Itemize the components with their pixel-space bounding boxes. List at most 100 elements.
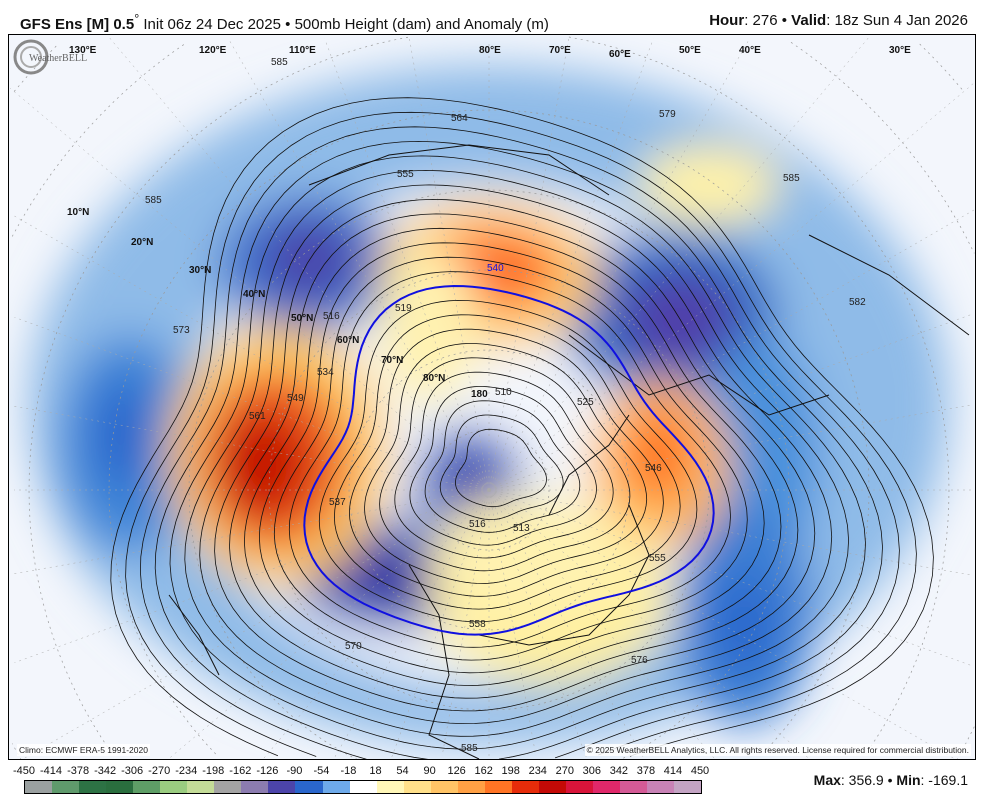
colorbar-label: 18 (369, 765, 382, 777)
colorbar-label: 414 (663, 765, 683, 777)
colorbar-label: 234 (528, 765, 547, 777)
height-contour (379, 357, 631, 572)
colorbar-label: -126 (256, 765, 279, 777)
height-contour (424, 400, 581, 533)
colorbar-swatch (565, 781, 593, 793)
anomaly-blob (714, 575, 774, 675)
longitude-line (14, 317, 490, 491)
coastline (808, 234, 970, 336)
lat-lon-grid (10, 36, 975, 759)
longitude-line (488, 489, 645, 759)
colorbar-swatch (647, 781, 675, 793)
height-contour (273, 256, 748, 661)
longitude-label: 80°E (479, 45, 501, 56)
anomaly-blob (444, 450, 494, 510)
latitude-label: 10°N (67, 207, 89, 218)
contour-label: 540 (487, 263, 504, 274)
contour-label: 513 (513, 523, 530, 534)
colorbar-swatch (52, 781, 80, 793)
longitude-label: 60°E (609, 49, 631, 60)
contour-label: 582 (849, 297, 866, 308)
colorbar-label: -198 (202, 765, 225, 777)
height-contour (258, 242, 765, 674)
height-contour (125, 111, 917, 757)
valid-value: 18z Sun 4 Jan 2026 (834, 12, 968, 29)
contour-label: 519 (395, 303, 412, 314)
logo-text: WeatherBELL (29, 53, 87, 64)
colorbar-swatch (376, 781, 404, 793)
longitude-label: 40°E (739, 45, 761, 56)
height-contour (154, 140, 883, 759)
anomaly-blob (334, 550, 444, 610)
copyright-notice: © 2025 WeatherBELL Analytics, LLC. All r… (584, 744, 971, 756)
height-contour (348, 328, 664, 597)
colorbar-swatch (214, 781, 242, 793)
latitude-label: 40°N (243, 289, 265, 300)
weatherbell-logo: WeatherBELL (13, 39, 87, 75)
colorbar-swatch (484, 781, 512, 793)
colorbar-label: -162 (229, 765, 252, 777)
contour-label: 585 (271, 57, 288, 68)
colorbar-label: -414 (40, 765, 63, 777)
longitude-label: 180 (471, 389, 488, 400)
anomaly-blob (94, 380, 154, 490)
contour-label: 570 (345, 641, 362, 652)
longitude-line (488, 39, 750, 491)
colorbar-label: 198 (501, 765, 520, 777)
colorbar-label: 342 (609, 765, 629, 777)
colorbar-label: 90 (423, 765, 436, 777)
longitude-line (228, 39, 490, 491)
contour-label: 558 (469, 619, 486, 630)
colorbar-label: 270 (555, 765, 574, 777)
colorbar-label: 450 (690, 765, 710, 777)
max-min-readout: Max: 356.9 • Min: -169.1 (813, 772, 968, 788)
height-contour (229, 213, 799, 699)
height-contour (184, 169, 850, 737)
contour-label: 585 (145, 195, 162, 206)
height-contour (243, 227, 782, 686)
weather-map: 10°N 20°N 30°N 40°N 50°N 60°N 70°N 80°N 130°E 120… (8, 34, 976, 760)
longitude-line (168, 489, 490, 759)
map-title: GFS Ens [M] 0.5° Init 06z 24 Dec 2025 • … (20, 12, 549, 33)
longitude-line (488, 489, 972, 576)
colorbar-swatch (592, 781, 621, 793)
colorbar-label: -306 (121, 765, 144, 777)
colorbar-swatch (430, 781, 458, 793)
height-contour (214, 198, 816, 712)
contour-label: 537 (329, 497, 346, 508)
separator: • (781, 12, 787, 29)
colorbar-label: -450 (12, 765, 36, 777)
height-contour (139, 126, 900, 759)
colorbar-label: -234 (175, 765, 198, 777)
valid-time: Hour: 276 • Valid: 18z Sun 4 Jan 2026 (709, 12, 968, 29)
longitude-line (10, 88, 490, 491)
longitude-line (12, 214, 490, 491)
longitude-line (488, 489, 715, 759)
contour-label: 579 (659, 109, 676, 120)
colorbar-label: 378 (636, 765, 656, 777)
anomaly-blob (639, 145, 779, 225)
coastline (168, 594, 220, 676)
latitude-label: 30°N (189, 265, 211, 276)
colorbar-swatch (106, 781, 134, 793)
longitude-label: 70°E (549, 45, 571, 56)
contour-label: 585 (783, 173, 800, 184)
height-contour (318, 299, 698, 623)
contour-label: 564 (451, 113, 468, 124)
longitude-line (488, 489, 810, 759)
colorbar-swatch (322, 781, 350, 793)
latitude-label: 80°N (423, 373, 445, 384)
latitude-label: 50°N (291, 313, 313, 324)
anomaly-blob (619, 270, 739, 370)
longitude-line (333, 489, 490, 759)
height-contour (333, 314, 681, 610)
longitude-line (488, 404, 972, 491)
colorbar-label: 126 (447, 765, 466, 777)
colorbar-swatch (349, 781, 377, 793)
colorbar-label: 306 (582, 765, 602, 777)
colorbar-swatch (674, 781, 702, 793)
max-value: 356.9 (848, 772, 884, 788)
longitude-label: 50°E (679, 45, 701, 56)
colorbar-label: 162 (474, 765, 493, 777)
colorbar-label: 54 (396, 765, 409, 777)
